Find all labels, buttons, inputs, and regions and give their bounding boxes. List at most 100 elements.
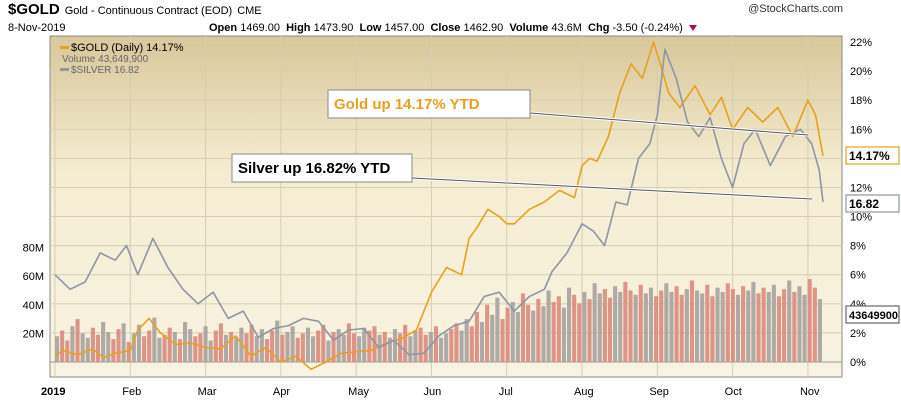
volume-bar [643, 293, 648, 362]
volume-bar [218, 323, 223, 362]
volume-bar [183, 321, 188, 362]
volume-bar [116, 329, 121, 362]
volume-bar [413, 330, 418, 362]
volume-bar [454, 323, 459, 362]
gold-last-value-badge: 14.17% [849, 149, 890, 163]
volume-bar [720, 291, 725, 362]
volume-bar [546, 290, 551, 362]
volume-bar [270, 330, 275, 362]
volume-bar [362, 327, 367, 362]
volume-bar [234, 337, 239, 362]
volume-bar [510, 301, 515, 362]
volume-bar [95, 334, 101, 362]
volume-bar [167, 327, 172, 362]
volume-bar [367, 330, 372, 362]
volume-bar [259, 329, 264, 362]
volume-bar [802, 294, 807, 362]
silver-last-value-badge-box [845, 194, 900, 213]
volume-bar [357, 336, 362, 362]
volume-bar [782, 289, 787, 362]
volume-bar [408, 336, 413, 362]
volume-bar [485, 304, 490, 362]
volume-bar [474, 311, 479, 362]
volume-bar [351, 333, 357, 362]
gold-callout-line [529, 112, 809, 136]
volume-bar [239, 327, 244, 362]
silver-annotation-label: Silver up 16.82% YTD [238, 160, 390, 177]
volume-tick-label: 40M [23, 300, 44, 312]
y-tick-label: 2% [850, 328, 866, 340]
volume-bar [264, 339, 270, 362]
x-tick-label: May [348, 386, 369, 398]
volume-bar [60, 330, 65, 362]
volume-bar [812, 287, 817, 362]
x-tick-label: Apr [273, 386, 290, 398]
chart-header: $GOLD Gold - Continuous Contract (EOD) C… [8, 1, 262, 19]
volume-last-value-badge-box [845, 305, 900, 324]
x-tick-label: Mar [198, 386, 217, 398]
volume-bar [285, 331, 290, 362]
legend-volume-label: Volume 43,649,900 [62, 54, 149, 65]
volume-bar [567, 287, 572, 362]
open-value: 1469.00 [240, 22, 280, 34]
volume-bar [85, 337, 90, 362]
volume-value: 43.6M [551, 22, 582, 34]
silver-callout-line [411, 177, 813, 200]
volume-bar [372, 326, 377, 362]
volume-bar [377, 334, 382, 362]
volume-bar [556, 296, 561, 362]
gold-last-value-badge-box [845, 146, 900, 165]
volume-bar [106, 331, 111, 362]
volume-bar [520, 293, 526, 362]
volume-bar [741, 286, 746, 362]
volume-bar [70, 326, 75, 362]
close-value: 1462.90 [463, 22, 504, 34]
volume-bar [751, 281, 756, 362]
volume-bar [126, 341, 131, 362]
series-lines [54, 41, 824, 371]
volume-bar [157, 337, 162, 362]
volume-bar [172, 331, 177, 362]
volume-bar [147, 330, 152, 362]
volume-bar [80, 333, 85, 362]
volume-bar [597, 293, 602, 362]
symbol-description: Gold - Continuous Contract (EOD) [64, 5, 233, 17]
volume-bar [177, 339, 182, 362]
volume-bar [311, 336, 316, 362]
y-tick-label: 12% [850, 182, 872, 194]
symbol-title: $GOLD [8, 1, 60, 18]
volume-bar [684, 289, 689, 362]
volume-bar [771, 284, 776, 362]
brand-label[interactable]: @StockCharts.com [748, 3, 843, 15]
volume-bar [582, 291, 587, 362]
volume-bar [577, 303, 582, 362]
volume-bar [193, 336, 198, 362]
volume-bar [392, 329, 398, 362]
volume-bar [290, 326, 295, 362]
volume-bar [817, 299, 822, 362]
volume-bar [331, 331, 336, 362]
volume-bar [121, 323, 126, 362]
volume-bar [725, 283, 730, 362]
volume-bar [449, 329, 454, 362]
volume-bar [387, 337, 392, 362]
volume-bar [705, 284, 710, 362]
volume-bar [613, 286, 618, 362]
y-tick-label: 20% [850, 66, 872, 78]
legend-gold-label: $GOLD (Daily) 14.17% [71, 42, 184, 54]
volume-bar [55, 336, 60, 362]
volume-bar [469, 326, 474, 362]
volume-bar [602, 289, 607, 362]
volume-last-value-badge: 43649900 [849, 310, 898, 322]
volume-bar [249, 324, 254, 362]
volume-tick-label: 20M [23, 328, 44, 340]
x-tick-label: Sep [649, 386, 669, 398]
volume-bar [326, 340, 331, 362]
volume-bar [689, 280, 694, 362]
legend-silver-swatch [60, 68, 69, 71]
gold-line [54, 41, 824, 371]
open-label: Open [209, 22, 238, 34]
volume-bar [439, 337, 444, 362]
volume-bar [254, 336, 259, 362]
